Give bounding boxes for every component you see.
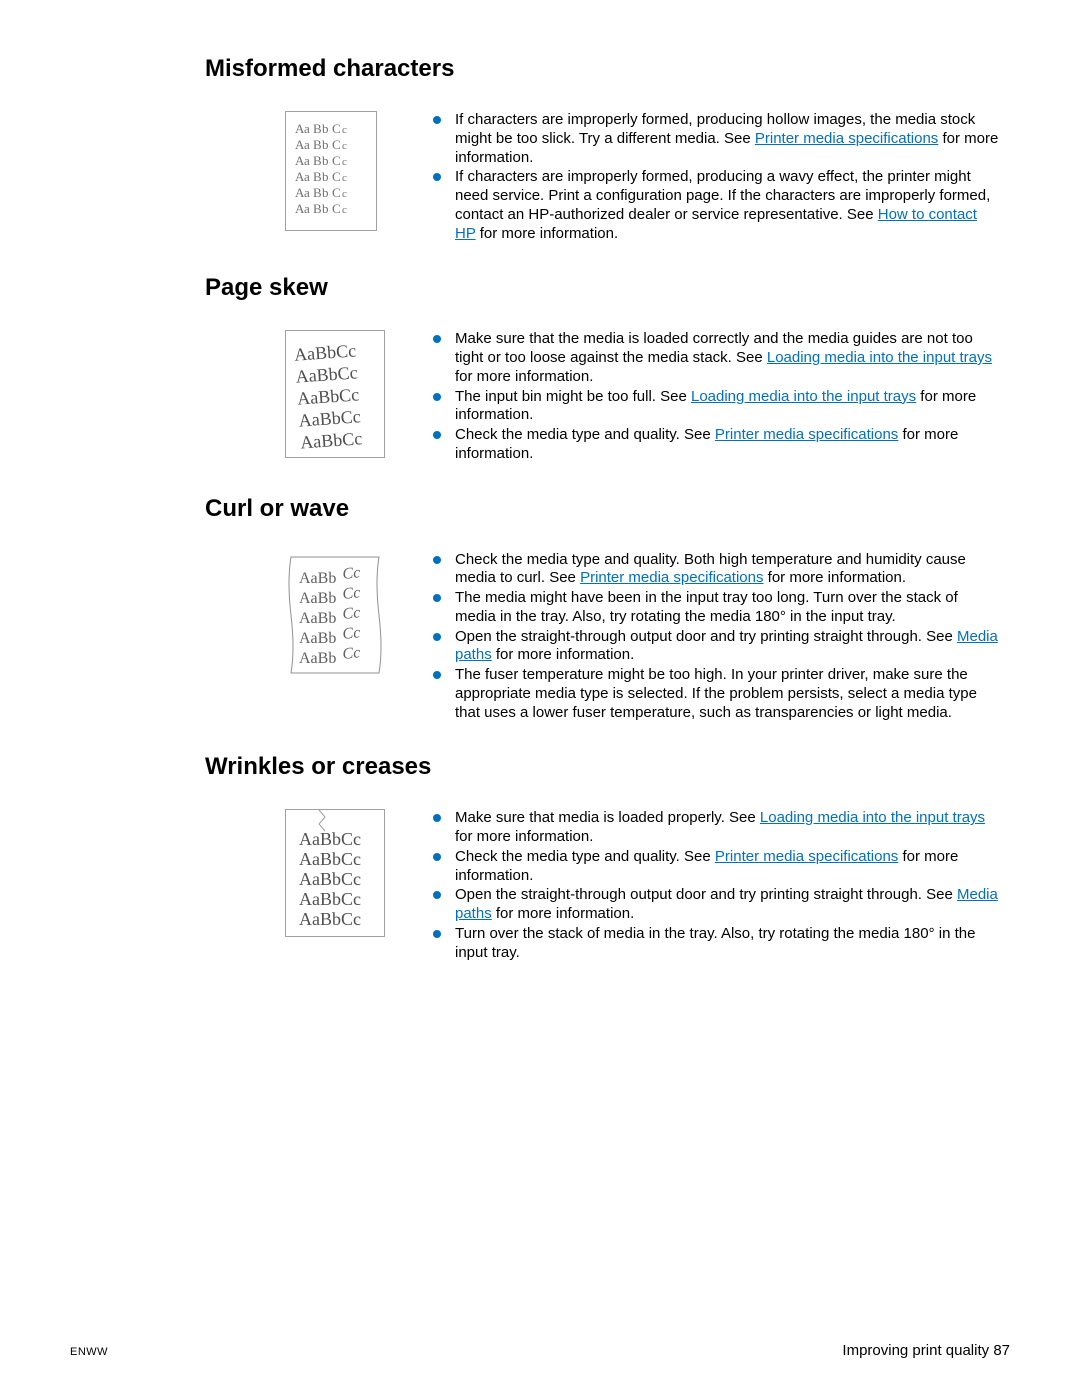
bullets-misformed: If characters are improperly formed, pro… [425, 111, 1000, 243]
heading-wrinkles: Wrinkles or creases [205, 753, 1010, 781]
illustration-misformed: AaBbCc AaBbCc AaBbCc AaBbCc AaBbCc AaBbC… [285, 111, 385, 231]
svg-text:c: c [342, 140, 347, 152]
svg-text:b: b [322, 137, 329, 152]
svg-text:b: b [322, 169, 329, 184]
svg-text:B: B [313, 137, 322, 152]
svg-text:b: b [322, 121, 329, 136]
svg-text:C: C [332, 185, 341, 200]
svg-text:AaBb: AaBb [299, 610, 336, 627]
svg-text:a: a [304, 169, 310, 184]
inline-link[interactable]: How to contact HP [455, 206, 977, 242]
svg-text:C: C [332, 153, 341, 168]
section-skew: Page skew AaBbCc AaBbCc AaBbCc AaBbCc Aa… [205, 274, 1010, 464]
inline-link[interactable]: Printer media specifications [715, 848, 898, 865]
svg-text:a: a [304, 121, 310, 136]
svg-text:AaBb: AaBb [299, 570, 336, 587]
svg-text:Cc: Cc [342, 564, 361, 583]
inline-link[interactable]: Media paths [455, 628, 998, 664]
bullet-item: Turn over the stack of media in the tray… [425, 925, 1000, 963]
bullet-item: Check the media type and quality. See Pr… [425, 426, 1000, 464]
svg-text:Cc: Cc [342, 584, 361, 603]
content-misformed: If characters are improperly formed, pro… [425, 111, 1010, 244]
heading-skew: Page skew [205, 274, 1010, 302]
heading-curl: Curl or wave [205, 495, 1010, 523]
footer-right: Improving print quality 87 [842, 1342, 1010, 1359]
bullet-item: Make sure that the media is loaded corre… [425, 330, 1000, 386]
inline-link[interactable]: Media paths [455, 886, 998, 922]
inline-link[interactable]: Printer media specifications [755, 130, 938, 147]
row-skew: AaBbCc AaBbCc AaBbCc AaBbCc AaBbCc Make … [205, 330, 1010, 464]
svg-text:Cc: Cc [342, 644, 361, 663]
footer-left: ENWW [70, 1346, 108, 1358]
svg-text:b: b [322, 185, 329, 200]
bullets-skew: Make sure that the media is loaded corre… [425, 330, 1000, 463]
document-page: Misformed characters AaBbCc AaBbCc AaBbC… [0, 0, 1080, 1397]
heading-misformed: Misformed characters [205, 55, 1010, 83]
svg-text:c: c [342, 204, 347, 216]
inline-link[interactable]: Printer media specifications [715, 426, 898, 443]
bullet-item: Check the media type and quality. Both h… [425, 551, 1000, 589]
bullet-item: Open the straight-through output door an… [425, 886, 1000, 924]
svg-text:AaBb: AaBb [299, 630, 336, 647]
svg-text:B: B [313, 185, 322, 200]
svg-text:B: B [313, 201, 322, 216]
svg-text:AaBb: AaBb [299, 650, 336, 667]
row-wrinkles: AaBbCc AaBbCc AaBbCc AaBbCc AaBbCc Make … [205, 809, 1010, 963]
svg-text:AaBbCc: AaBbCc [299, 889, 361, 909]
svg-text:B: B [313, 153, 322, 168]
inline-link[interactable]: Printer media specifications [580, 569, 763, 586]
svg-text:a: a [304, 153, 310, 168]
section-misformed: Misformed characters AaBbCc AaBbCc AaBbC… [205, 55, 1010, 244]
page-footer: ENWW Improving print quality 87 [0, 1342, 1080, 1359]
svg-text:AaBbCc: AaBbCc [299, 829, 361, 849]
inline-link[interactable]: Loading media into the input trays [767, 349, 992, 366]
content-skew: Make sure that the media is loaded corre… [425, 330, 1010, 464]
bullets-wrinkles: Make sure that media is loaded properly.… [425, 809, 1000, 962]
bullet-item: The media might have been in the input t… [425, 589, 1000, 627]
svg-text:c: c [342, 188, 347, 200]
row-curl: AaBb Cc AaBb Cc AaBb Cc AaBb Cc AaBb Cc Check… [205, 551, 1010, 724]
svg-text:AaBbCc: AaBbCc [299, 849, 361, 869]
svg-text:B: B [313, 121, 322, 136]
content-wrinkles: Make sure that media is loaded properly.… [425, 809, 1010, 963]
svg-text:C: C [332, 169, 341, 184]
bullet-item: If characters are improperly formed, pro… [425, 111, 1000, 167]
section-wrinkles: Wrinkles or creases AaBbCc AaBbCc AaBbCc… [205, 753, 1010, 963]
svg-text:Cc: Cc [342, 604, 361, 623]
bullet-item: Open the straight-through output door an… [425, 628, 1000, 666]
illustration-skew: AaBbCc AaBbCc AaBbCc AaBbCc AaBbCc [285, 330, 385, 458]
svg-text:b: b [322, 153, 329, 168]
svg-text:b: b [322, 201, 329, 216]
footer-page-number: 87 [993, 1342, 1010, 1359]
section-curl: Curl or wave AaBb Cc AaBb Cc AaBb Cc AaBb Cc… [205, 495, 1010, 724]
svg-text:c: c [342, 124, 347, 136]
bullets-curl: Check the media type and quality. Both h… [425, 551, 1000, 723]
svg-text:a: a [304, 185, 310, 200]
inline-link[interactable]: Loading media into the input trays [760, 809, 985, 826]
svg-text:c: c [342, 172, 347, 184]
svg-text:c: c [342, 156, 347, 168]
svg-text:AaBb: AaBb [299, 590, 336, 607]
bullet-item: Make sure that media is loaded properly.… [425, 809, 1000, 847]
footer-section-title: Improving print quality [842, 1342, 989, 1359]
svg-text:a: a [304, 201, 310, 216]
svg-text:AaBbCc: AaBbCc [299, 869, 361, 889]
inline-link[interactable]: Loading media into the input trays [691, 388, 916, 405]
bullet-item: If characters are improperly formed, pro… [425, 168, 1000, 243]
illustration-curl: AaBb Cc AaBb Cc AaBb Cc AaBb Cc AaBb Cc [285, 551, 385, 679]
svg-text:B: B [313, 169, 322, 184]
bullet-item: The input bin might be too full. See Loa… [425, 388, 1000, 426]
svg-text:C: C [332, 201, 341, 216]
svg-text:C: C [332, 137, 341, 152]
content-curl: Check the media type and quality. Both h… [425, 551, 1010, 724]
row-misformed: AaBbCc AaBbCc AaBbCc AaBbCc AaBbCc AaBbC… [205, 111, 1010, 244]
svg-text:Cc: Cc [342, 624, 361, 643]
bullet-item: The fuser temperature might be too high.… [425, 666, 1000, 722]
illustration-wrinkles: AaBbCc AaBbCc AaBbCc AaBbCc AaBbCc [285, 809, 385, 937]
svg-text:C: C [332, 121, 341, 136]
bullet-item: Check the media type and quality. See Pr… [425, 848, 1000, 886]
svg-text:AaBbCc: AaBbCc [299, 909, 361, 929]
svg-text:a: a [304, 137, 310, 152]
